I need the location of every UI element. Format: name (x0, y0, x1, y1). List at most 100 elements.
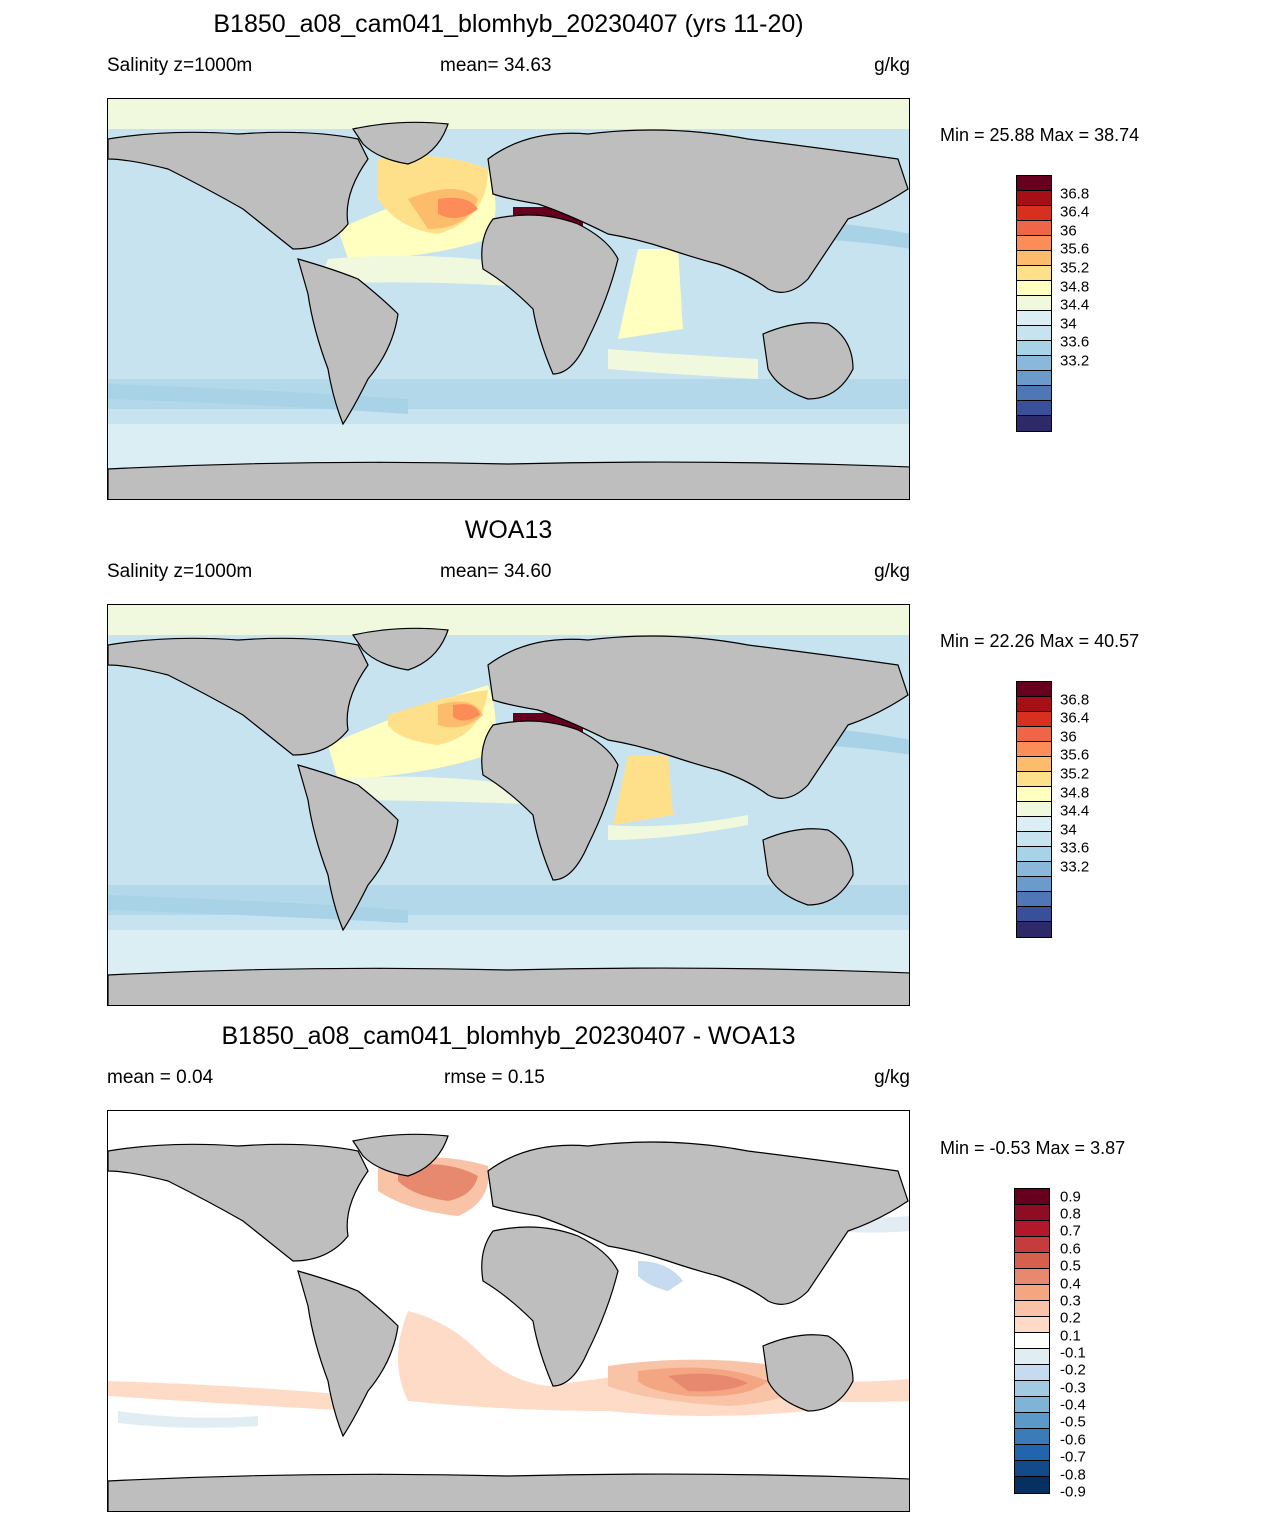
colorbar-tick-label: 0.5 (1060, 1257, 1081, 1275)
colorbar-tick-label: -0.8 (1060, 1466, 1086, 1484)
colorbar-swatch (1015, 1253, 1049, 1269)
units-label: g/kg (874, 1067, 910, 1088)
colorbar-swatch (1015, 1349, 1049, 1365)
colorbar-tick-label: 0.3 (1060, 1292, 1081, 1310)
colorbar-tick-label: 34.8 (1060, 784, 1090, 802)
colorbar-tick-label: -0.6 (1060, 1431, 1086, 1449)
panel-title: B1850_a08_cam041_blomhyb_20230407 (yrs 1… (213, 10, 804, 38)
colorbar-swatch (1017, 892, 1051, 907)
mean-label: mean= 34.63 (440, 55, 552, 76)
colorbar-swatch (1017, 727, 1051, 742)
units-label: g/kg (874, 561, 910, 582)
salinity-map (107, 604, 910, 1006)
colorbar-swatch (1017, 697, 1051, 712)
colorbar-tick-label: 0.7 (1060, 1222, 1081, 1240)
colorbar-swatch (1017, 757, 1051, 772)
colorbar-swatch (1015, 1237, 1049, 1253)
colorbar-swatch (1017, 772, 1051, 787)
min-max-label: Min = 25.88 Max = 38.74 (940, 125, 1140, 145)
colorbar-swatch (1017, 682, 1051, 697)
colorbar-swatch (1017, 251, 1051, 266)
panel-title: WOA13 (464, 516, 553, 544)
colorbar-tick-label: -0.7 (1060, 1448, 1086, 1466)
colorbar-swatch (1017, 787, 1051, 802)
colorbar-tick-label: -0.2 (1060, 1361, 1086, 1379)
colorbar-tick-label: 35.2 (1060, 259, 1090, 277)
colorbar-swatch (1017, 341, 1051, 356)
colorbar-tick-label: 34 (1060, 821, 1077, 839)
colorbar-tick-label: -0.3 (1060, 1379, 1086, 1397)
colorbar-tick-label: 36.4 (1060, 203, 1090, 221)
colorbar-swatch (1015, 1301, 1049, 1317)
colorbar-swatch (1015, 1269, 1049, 1285)
colorbar (1016, 175, 1052, 432)
colorbar-swatch (1015, 1189, 1049, 1205)
colorbar-swatch (1015, 1461, 1049, 1477)
colorbar (1016, 681, 1052, 938)
colorbar-swatch (1017, 221, 1051, 236)
colorbar-swatch (1017, 742, 1051, 757)
colorbar-tick-label: 36.8 (1060, 691, 1090, 709)
colorbar-swatch (1015, 1333, 1049, 1349)
salinity-map (107, 98, 910, 500)
colorbar-tick-label: 35.6 (1060, 746, 1090, 764)
colorbar-swatch (1015, 1429, 1049, 1445)
colorbar-swatch (1017, 907, 1051, 922)
colorbar-tick-label: 36 (1060, 222, 1077, 240)
min-max-label: Min = 22.26 Max = 40.57 (940, 631, 1140, 651)
colorbar-tick-label: 34.4 (1060, 802, 1090, 820)
colorbar-swatch (1017, 847, 1051, 862)
mean-label: mean= 34.60 (440, 561, 552, 582)
mean-label: mean = 0.04 (107, 1067, 214, 1088)
colorbar-swatch (1015, 1205, 1049, 1221)
colorbar-swatch (1017, 296, 1051, 311)
colorbar-swatch (1017, 712, 1051, 727)
colorbar-tick-label: 36.8 (1060, 185, 1090, 203)
colorbar-swatch (1017, 356, 1051, 371)
colorbar-swatch (1015, 1317, 1049, 1333)
colorbar-swatch (1017, 371, 1051, 386)
colorbar-tick-label: 33.2 (1060, 858, 1090, 876)
colorbar-swatch (1015, 1381, 1049, 1397)
colorbar-tick-label: 36 (1060, 728, 1077, 746)
colorbar-swatch (1017, 862, 1051, 877)
rmse-label: rmse = 0.15 (444, 1067, 545, 1088)
colorbar-swatch (1015, 1221, 1049, 1237)
colorbar-swatch (1015, 1413, 1049, 1429)
colorbar-swatch (1017, 281, 1051, 296)
colorbar-tick-label: -0.9 (1060, 1483, 1086, 1501)
panel-model: B1850_a08_cam041_blomhyb_20230407 (yrs 1… (0, 0, 1285, 506)
colorbar-tick-label: 34.4 (1060, 296, 1090, 314)
colorbar-swatch (1017, 401, 1051, 416)
colorbar (1014, 1188, 1050, 1494)
colorbar-tick-label: 33.6 (1060, 839, 1090, 857)
colorbar-swatch (1015, 1477, 1049, 1493)
colorbar-tick-label: 33.6 (1060, 333, 1090, 351)
colorbar-tick-label: -0.4 (1060, 1396, 1086, 1414)
colorbar-tick-label: 35.6 (1060, 240, 1090, 258)
colorbar-swatch (1017, 191, 1051, 206)
colorbar-tick-label: 0.9 (1060, 1188, 1081, 1206)
colorbar-tick-label: -0.5 (1060, 1413, 1086, 1431)
colorbar-tick-label: 0.8 (1060, 1205, 1081, 1223)
colorbar-tick-label: -0.1 (1060, 1344, 1086, 1362)
panel-title: B1850_a08_cam041_blomhyb_20230407 - WOA1… (221, 1022, 796, 1050)
colorbar-tick-label: 0.6 (1060, 1240, 1081, 1258)
colorbar-swatch (1017, 802, 1051, 817)
units-label: g/kg (874, 55, 910, 76)
min-max-label: Min = -0.53 Max = 3.87 (940, 1138, 1126, 1158)
colorbar-swatch (1015, 1397, 1049, 1413)
colorbar-swatch (1017, 832, 1051, 847)
colorbar-swatch (1017, 386, 1051, 401)
colorbar-swatch (1017, 266, 1051, 281)
colorbar-tick-label: 33.2 (1060, 352, 1090, 370)
colorbar-tick-label: 35.2 (1060, 765, 1090, 783)
colorbar-swatch (1017, 817, 1051, 832)
colorbar-swatch (1017, 416, 1051, 431)
variable-label: Salinity z=1000m (107, 55, 253, 76)
panel-difference: B1850_a08_cam041_blomhyb_20230407 - WOA1… (0, 1012, 1285, 1518)
colorbar-tick-label: 36.4 (1060, 709, 1090, 727)
colorbar-swatch (1017, 311, 1051, 326)
colorbar-swatch (1015, 1285, 1049, 1301)
colorbar-tick-label: 34 (1060, 315, 1077, 333)
